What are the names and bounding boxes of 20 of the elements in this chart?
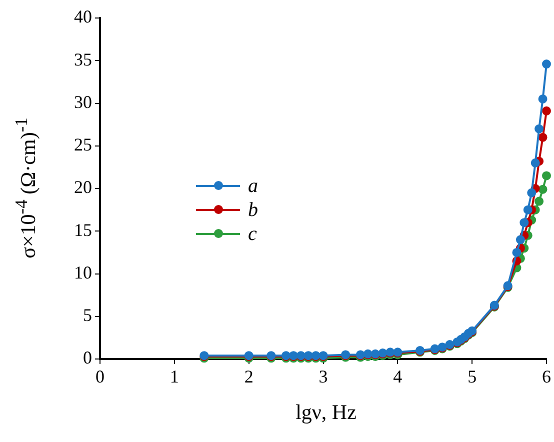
x-tick-label: 2	[244, 366, 254, 387]
x-tick-label: 4	[393, 366, 402, 387]
y-tick-label: 10	[74, 262, 92, 282]
y-tick-label: 30	[74, 92, 92, 112]
y-tick-label: 20	[74, 177, 92, 198]
y-tick-label: 0	[83, 348, 92, 368]
x-tick-label: 3	[318, 366, 328, 387]
y-tick-label: 40	[74, 6, 92, 27]
legend-label: c	[248, 222, 257, 246]
y-tick-label: 15	[74, 220, 92, 240]
x-tick-label: 0	[96, 366, 104, 387]
x-tick-label: 5	[468, 366, 477, 387]
legend-label: a	[248, 174, 258, 198]
y-tick-label: 5	[83, 305, 92, 326]
y-tick-label: 35	[74, 49, 92, 70]
legend-label: b	[248, 198, 258, 222]
x-tick-label: 1	[170, 366, 179, 387]
x-tick-label: 6	[542, 366, 551, 387]
y-tick-label: 25	[74, 134, 92, 155]
x-axis-title: lgν, Hz	[294, 400, 358, 425]
